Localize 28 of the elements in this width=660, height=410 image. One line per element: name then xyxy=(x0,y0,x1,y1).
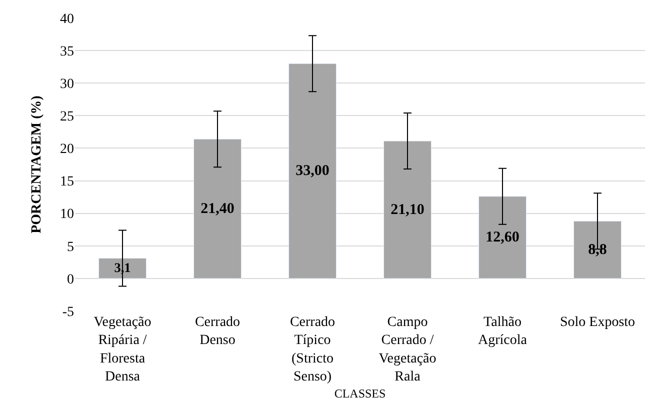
x-tick-label: Campo Cerrado / Vegetação Rala xyxy=(378,315,436,385)
y-tick-label: -5 xyxy=(62,304,74,320)
y-tick-label: 5 xyxy=(67,240,74,255)
x-tick-label: Vegetação Ripária / Floresta Densa xyxy=(94,315,152,385)
x-tick-label: Cerrado Denso xyxy=(194,315,240,348)
data-label: 33,00 xyxy=(296,163,330,180)
y-tick-label: 25 xyxy=(60,110,74,125)
x-tick-label: Cerrado Típico (Stricto Senso) xyxy=(290,315,336,385)
y-tick-label: 20 xyxy=(60,142,74,158)
bar xyxy=(194,138,242,279)
y-tick-label: 30 xyxy=(60,77,74,92)
data-label: 8,8 xyxy=(588,242,607,258)
y-tick-label: 35 xyxy=(60,44,74,60)
y-tick-label: 10 xyxy=(60,207,74,222)
data-label: 21,10 xyxy=(390,202,424,218)
x-tick-label: Solo Exposto xyxy=(560,315,636,330)
bar xyxy=(478,196,526,279)
y-axis-title: PORCENTAGEM (%) xyxy=(30,95,45,234)
x-axis-title: CLASSES xyxy=(334,386,386,400)
data-label: 21,40 xyxy=(200,200,234,217)
data-label: 12,60 xyxy=(486,229,520,246)
bar xyxy=(384,140,432,279)
x-tick-label: Talhão Agrícola xyxy=(478,315,528,348)
y-tick-label: 15 xyxy=(60,174,74,190)
y-tick-label: 0 xyxy=(67,272,74,288)
bar xyxy=(574,220,622,279)
y-tick-label: 40 xyxy=(60,12,74,27)
bar xyxy=(288,63,336,279)
